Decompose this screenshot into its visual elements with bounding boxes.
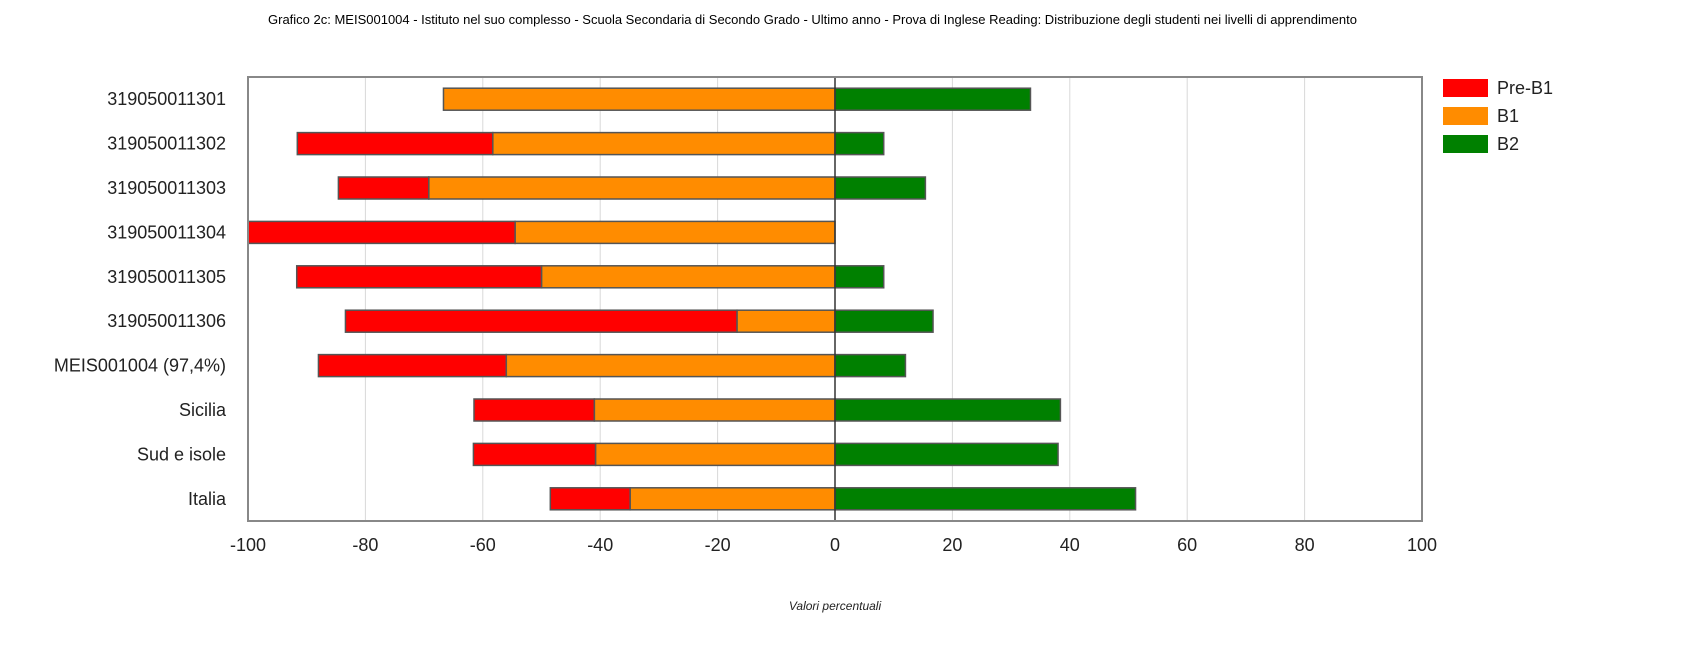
bar-b1 bbox=[593, 398, 836, 422]
legend-label: B2 bbox=[1497, 134, 1519, 154]
bar-b1 bbox=[492, 131, 836, 156]
bar-b2 bbox=[834, 265, 885, 289]
x-tick-label: -20 bbox=[705, 535, 731, 555]
bar-b1 bbox=[594, 442, 836, 467]
legend-label: Pre-B1 bbox=[1497, 78, 1553, 98]
category-label: Italia bbox=[188, 489, 227, 509]
bar-b1 bbox=[540, 265, 836, 289]
bar-b2 bbox=[834, 353, 907, 378]
bar-pre-b1 bbox=[295, 265, 543, 289]
bar-b2 bbox=[834, 309, 934, 333]
x-tick-label: -40 bbox=[587, 535, 613, 555]
x-tick-label: -60 bbox=[470, 535, 496, 555]
bar-b2 bbox=[834, 487, 1137, 511]
category-label: MEIS001004 (97,4%) bbox=[54, 356, 226, 376]
category-label: 319050011301 bbox=[107, 89, 226, 109]
x-tick-label: 100 bbox=[1407, 535, 1437, 555]
bar-b1 bbox=[629, 487, 836, 511]
category-label: 319050011302 bbox=[107, 134, 226, 154]
category-label: 319050011303 bbox=[107, 178, 226, 198]
category-label: 319050011304 bbox=[107, 222, 226, 242]
x-tick-label: -100 bbox=[230, 535, 266, 555]
bars bbox=[247, 87, 1137, 511]
bar-b2 bbox=[834, 398, 1062, 422]
category-label: 319050011306 bbox=[107, 311, 226, 331]
bar-pre-b1 bbox=[337, 176, 430, 200]
bar-b2 bbox=[834, 131, 885, 156]
chart-title: Grafico 2c: MEIS001004 - Istituto nel su… bbox=[268, 12, 1357, 27]
bar-pre-b1 bbox=[296, 131, 494, 156]
x-tick-label: 20 bbox=[942, 535, 962, 555]
category-labels: 319050011301 319050011302 319050011303 3190… bbox=[54, 89, 227, 509]
bar-b2 bbox=[834, 442, 1059, 467]
bar-b1 bbox=[514, 220, 836, 245]
x-tick-label: 80 bbox=[1295, 535, 1315, 555]
legend-swatch-pre-b1 bbox=[1443, 79, 1488, 97]
x-tick-label: 40 bbox=[1060, 535, 1080, 555]
bar-pre-b1 bbox=[344, 309, 738, 333]
legend-swatch-b2 bbox=[1443, 135, 1488, 153]
bar-b2 bbox=[834, 176, 927, 200]
legend-swatch-b1 bbox=[1443, 107, 1488, 125]
bar-b1 bbox=[428, 176, 836, 200]
bar-pre-b1 bbox=[549, 487, 631, 511]
x-tick-labels: -100 -80 -60 -40 -20 0 20 40 60 80 100 bbox=[230, 535, 1437, 555]
bar-b1 bbox=[442, 87, 836, 111]
plot-frame bbox=[247, 76, 1423, 522]
legend-label: B1 bbox=[1497, 106, 1519, 126]
x-tick-label: -80 bbox=[352, 535, 378, 555]
legend: Pre-B1 B1 B2 bbox=[1443, 78, 1553, 154]
category-label: Sud e isole bbox=[137, 444, 226, 464]
bar-pre-b1 bbox=[472, 442, 597, 467]
bar-b1 bbox=[736, 309, 836, 333]
x-tick-label: 0 bbox=[830, 535, 840, 555]
category-label: Sicilia bbox=[179, 400, 227, 420]
x-axis-label: Valori percentuali bbox=[789, 599, 882, 613]
bar-pre-b1 bbox=[473, 398, 596, 422]
bar-b2 bbox=[834, 87, 1032, 111]
bar-b1 bbox=[505, 353, 836, 378]
x-tick-label: 60 bbox=[1177, 535, 1197, 555]
bar-pre-b1 bbox=[317, 353, 508, 378]
category-label: 319050011305 bbox=[107, 267, 226, 287]
bar-pre-b1 bbox=[247, 220, 516, 245]
